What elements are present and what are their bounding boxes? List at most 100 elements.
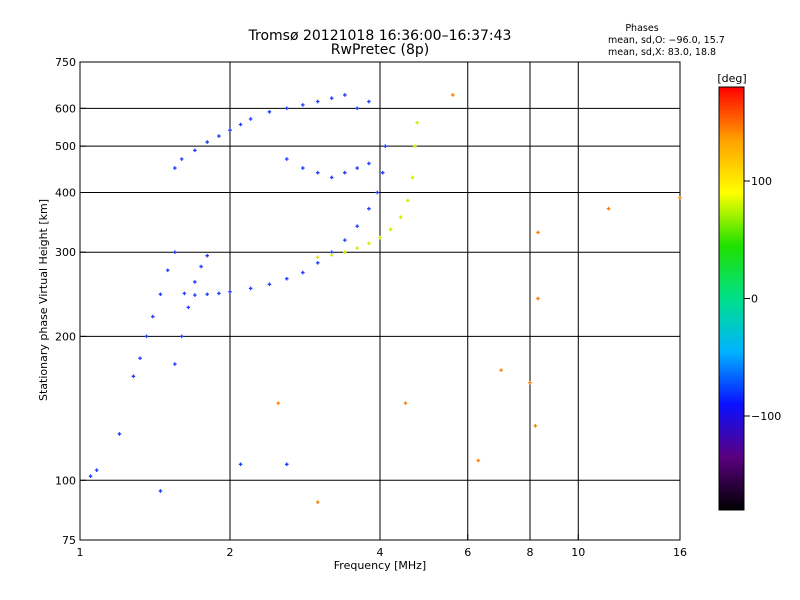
data-point [117, 432, 122, 436]
data-point [678, 195, 682, 200]
x-tick-label: 10 [571, 546, 585, 559]
data-point [301, 103, 305, 107]
data-point [238, 122, 243, 127]
y-tick-label: 300 [55, 246, 76, 259]
data-point [179, 157, 184, 161]
y-tick-label: 600 [55, 102, 76, 115]
x-axis-label: Frequency [MHz] [334, 559, 426, 572]
data-points [88, 93, 682, 504]
data-point [238, 462, 243, 467]
colorbar-ticks: 100 0 −100 [744, 175, 781, 423]
data-point [158, 292, 163, 297]
x-axis-ticks: 1 2 4 6 8 10 16 [77, 534, 687, 559]
colorbar-label: [deg] [717, 72, 746, 85]
data-point [186, 305, 191, 310]
data-point [193, 280, 197, 284]
data-point [284, 462, 289, 467]
colorbar: [deg] 100 0 −100 [717, 72, 781, 511]
data-point [276, 401, 281, 405]
phases-legend: Phases mean, sd,O: −96.0, 15.7 mean, sd,… [608, 23, 725, 58]
data-point [355, 224, 359, 229]
data-point [398, 215, 403, 220]
data-point [375, 190, 380, 195]
data-point [451, 93, 455, 97]
data-point [217, 291, 221, 296]
data-point [476, 458, 481, 463]
data-point [284, 157, 289, 161]
data-point [315, 170, 320, 175]
data-point [165, 268, 170, 273]
data-point [413, 144, 417, 148]
colorbar-tick-label: 0 [751, 293, 758, 306]
data-point [88, 474, 93, 478]
data-point [301, 270, 305, 275]
data-point [343, 250, 347, 255]
data-point [173, 250, 177, 255]
data-point [205, 253, 209, 258]
data-point [343, 170, 347, 175]
colorbar-gradient [718, 86, 745, 511]
data-point [315, 500, 320, 504]
data-point [182, 291, 187, 296]
data-point [315, 99, 320, 104]
data-point [144, 334, 149, 339]
y-tick-label: 100 [55, 474, 76, 487]
y-tick-label: 750 [55, 56, 76, 69]
data-point [151, 314, 155, 319]
data-point [179, 334, 184, 339]
y-tick-label: 200 [55, 330, 76, 343]
phases-title: Phases [625, 23, 658, 34]
data-point [367, 161, 371, 166]
data-point [138, 356, 142, 361]
phases-o-stats: mean, sd,O: −96.0, 15.7 [608, 35, 725, 46]
data-point [205, 292, 209, 297]
data-point [315, 255, 320, 259]
data-point [410, 175, 415, 180]
colorbar-tick-label: −100 [751, 410, 781, 423]
data-point [193, 148, 197, 153]
data-point [158, 489, 163, 493]
data-point [536, 230, 540, 235]
x-tick-label: 16 [673, 546, 687, 559]
data-point [367, 206, 371, 211]
data-point [315, 261, 320, 265]
data-point [355, 106, 359, 111]
data-point [499, 368, 503, 372]
data-point [199, 264, 203, 269]
y-tick-label: 400 [55, 186, 76, 199]
data-point [355, 246, 359, 250]
data-point [248, 117, 253, 121]
data-point [343, 93, 347, 97]
y-tick-label: 500 [55, 140, 76, 153]
data-point [378, 235, 382, 240]
data-point [248, 286, 253, 291]
data-point [606, 206, 611, 211]
data-point [193, 293, 197, 297]
y-axis-ticks: 750 600 500 400 300 200 100 75 [55, 56, 86, 547]
colorbar-tick-label: 100 [751, 175, 772, 188]
data-point [228, 289, 232, 294]
data-point [533, 424, 538, 428]
data-point [388, 227, 393, 232]
data-point [406, 198, 410, 203]
chart-title: Tromsø 20121018 16:36:00–16:37:43 [248, 28, 512, 44]
data-point [367, 99, 371, 104]
data-point [380, 170, 385, 175]
data-point [536, 296, 540, 301]
data-point [131, 374, 136, 379]
data-point [173, 362, 177, 366]
x-tick-label: 2 [227, 546, 234, 559]
data-point [343, 238, 347, 242]
data-point [528, 380, 532, 385]
data-point [94, 468, 99, 472]
data-point [367, 241, 371, 246]
data-point [205, 140, 209, 144]
x-tick-label: 4 [377, 546, 384, 559]
y-tick-label: 75 [62, 534, 76, 547]
x-tick-label: 6 [464, 546, 471, 559]
data-point [355, 166, 359, 170]
plot-area: 1 2 4 6 8 10 16 750 600 500 400 300 200 100 75 [55, 56, 687, 559]
y-axis-label: Stationary phase Virtual Height [km] [37, 199, 50, 401]
x-tick-label: 8 [527, 546, 534, 559]
